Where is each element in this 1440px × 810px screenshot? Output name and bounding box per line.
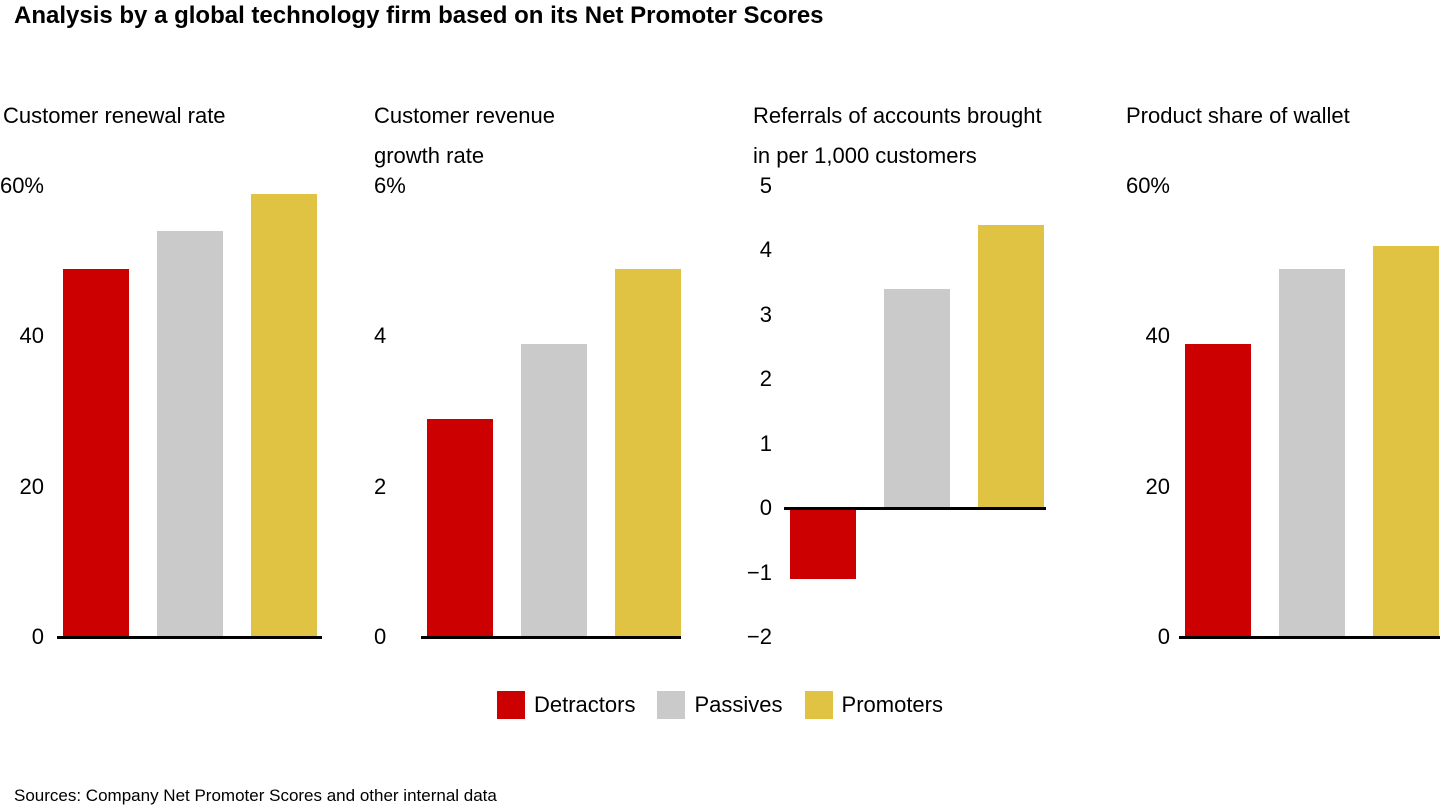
legend-swatch-passives [657,691,686,719]
zero-axis-line [421,635,681,639]
legend-item-detractors: Detractors [496,691,636,719]
y-tick-label: 1 [759,430,772,456]
legend-label-promoters: Promoters [841,692,944,717]
y-tick-label: −2 [746,624,772,649]
legend-item-promoters: Promoters [804,691,944,719]
zero-axis-line [57,635,322,639]
source-note: Sources: Company Net Promoter Scores and… [14,786,497,805]
bar-promoters [615,268,681,637]
y-tick-label: 4 [374,323,387,349]
chart-title: Referrals of accounts brought in per 1,0… [753,103,1042,168]
y-tick-label: 3 [759,301,772,327]
y-tick-label: 6% [374,173,406,198]
bar-passives [157,231,223,637]
y-tick-label: 4 [759,237,772,263]
y-tick-label: 0 [31,624,44,649]
y-tick-label: 40 [1145,323,1170,349]
bar-passives [1279,268,1345,637]
chart-title: Product share of wallet [1126,103,1350,128]
legend-swatch-promoters [804,691,833,719]
bar-detractors [63,268,129,637]
legend-item-passives: Passives [657,691,783,719]
y-tick-label: 60% [1125,173,1170,198]
y-tick-label: 2 [374,473,387,499]
bar-detractors [790,508,856,579]
legend: Detractors Passives Promoters [496,691,944,719]
y-tick-label: 0 [1157,624,1170,649]
y-tick-label: 20 [1145,473,1170,499]
y-tick-label: 60% [0,173,44,198]
y-tick-label: 5 [759,173,772,198]
legend-swatch-detractors [496,691,525,719]
y-tick-label: −1 [746,559,772,585]
y-tick-label: 40 [19,323,44,349]
chart-title: Customer renewal rate [3,103,226,128]
y-tick-label: 20 [19,473,44,499]
bar-passives [521,343,587,637]
bar-detractors [427,419,493,637]
page-title: Analysis by a global technology firm bas… [14,2,824,29]
bar-detractors [1185,343,1251,637]
bar-promoters [251,193,317,637]
bar-promoters [978,224,1044,509]
zero-axis-line [1179,635,1440,639]
y-tick-label: 0 [759,495,772,521]
y-tick-label: 0 [374,624,387,649]
zero-axis-line [784,506,1046,510]
legend-label-passives: Passives [694,692,783,717]
y-tick-label: 2 [759,366,772,392]
bar-passives [884,289,950,509]
legend-label-detractors: Detractors [533,692,636,717]
bar-promoters [1373,246,1439,637]
chart-title: Customer revenue growth rate [374,103,555,168]
